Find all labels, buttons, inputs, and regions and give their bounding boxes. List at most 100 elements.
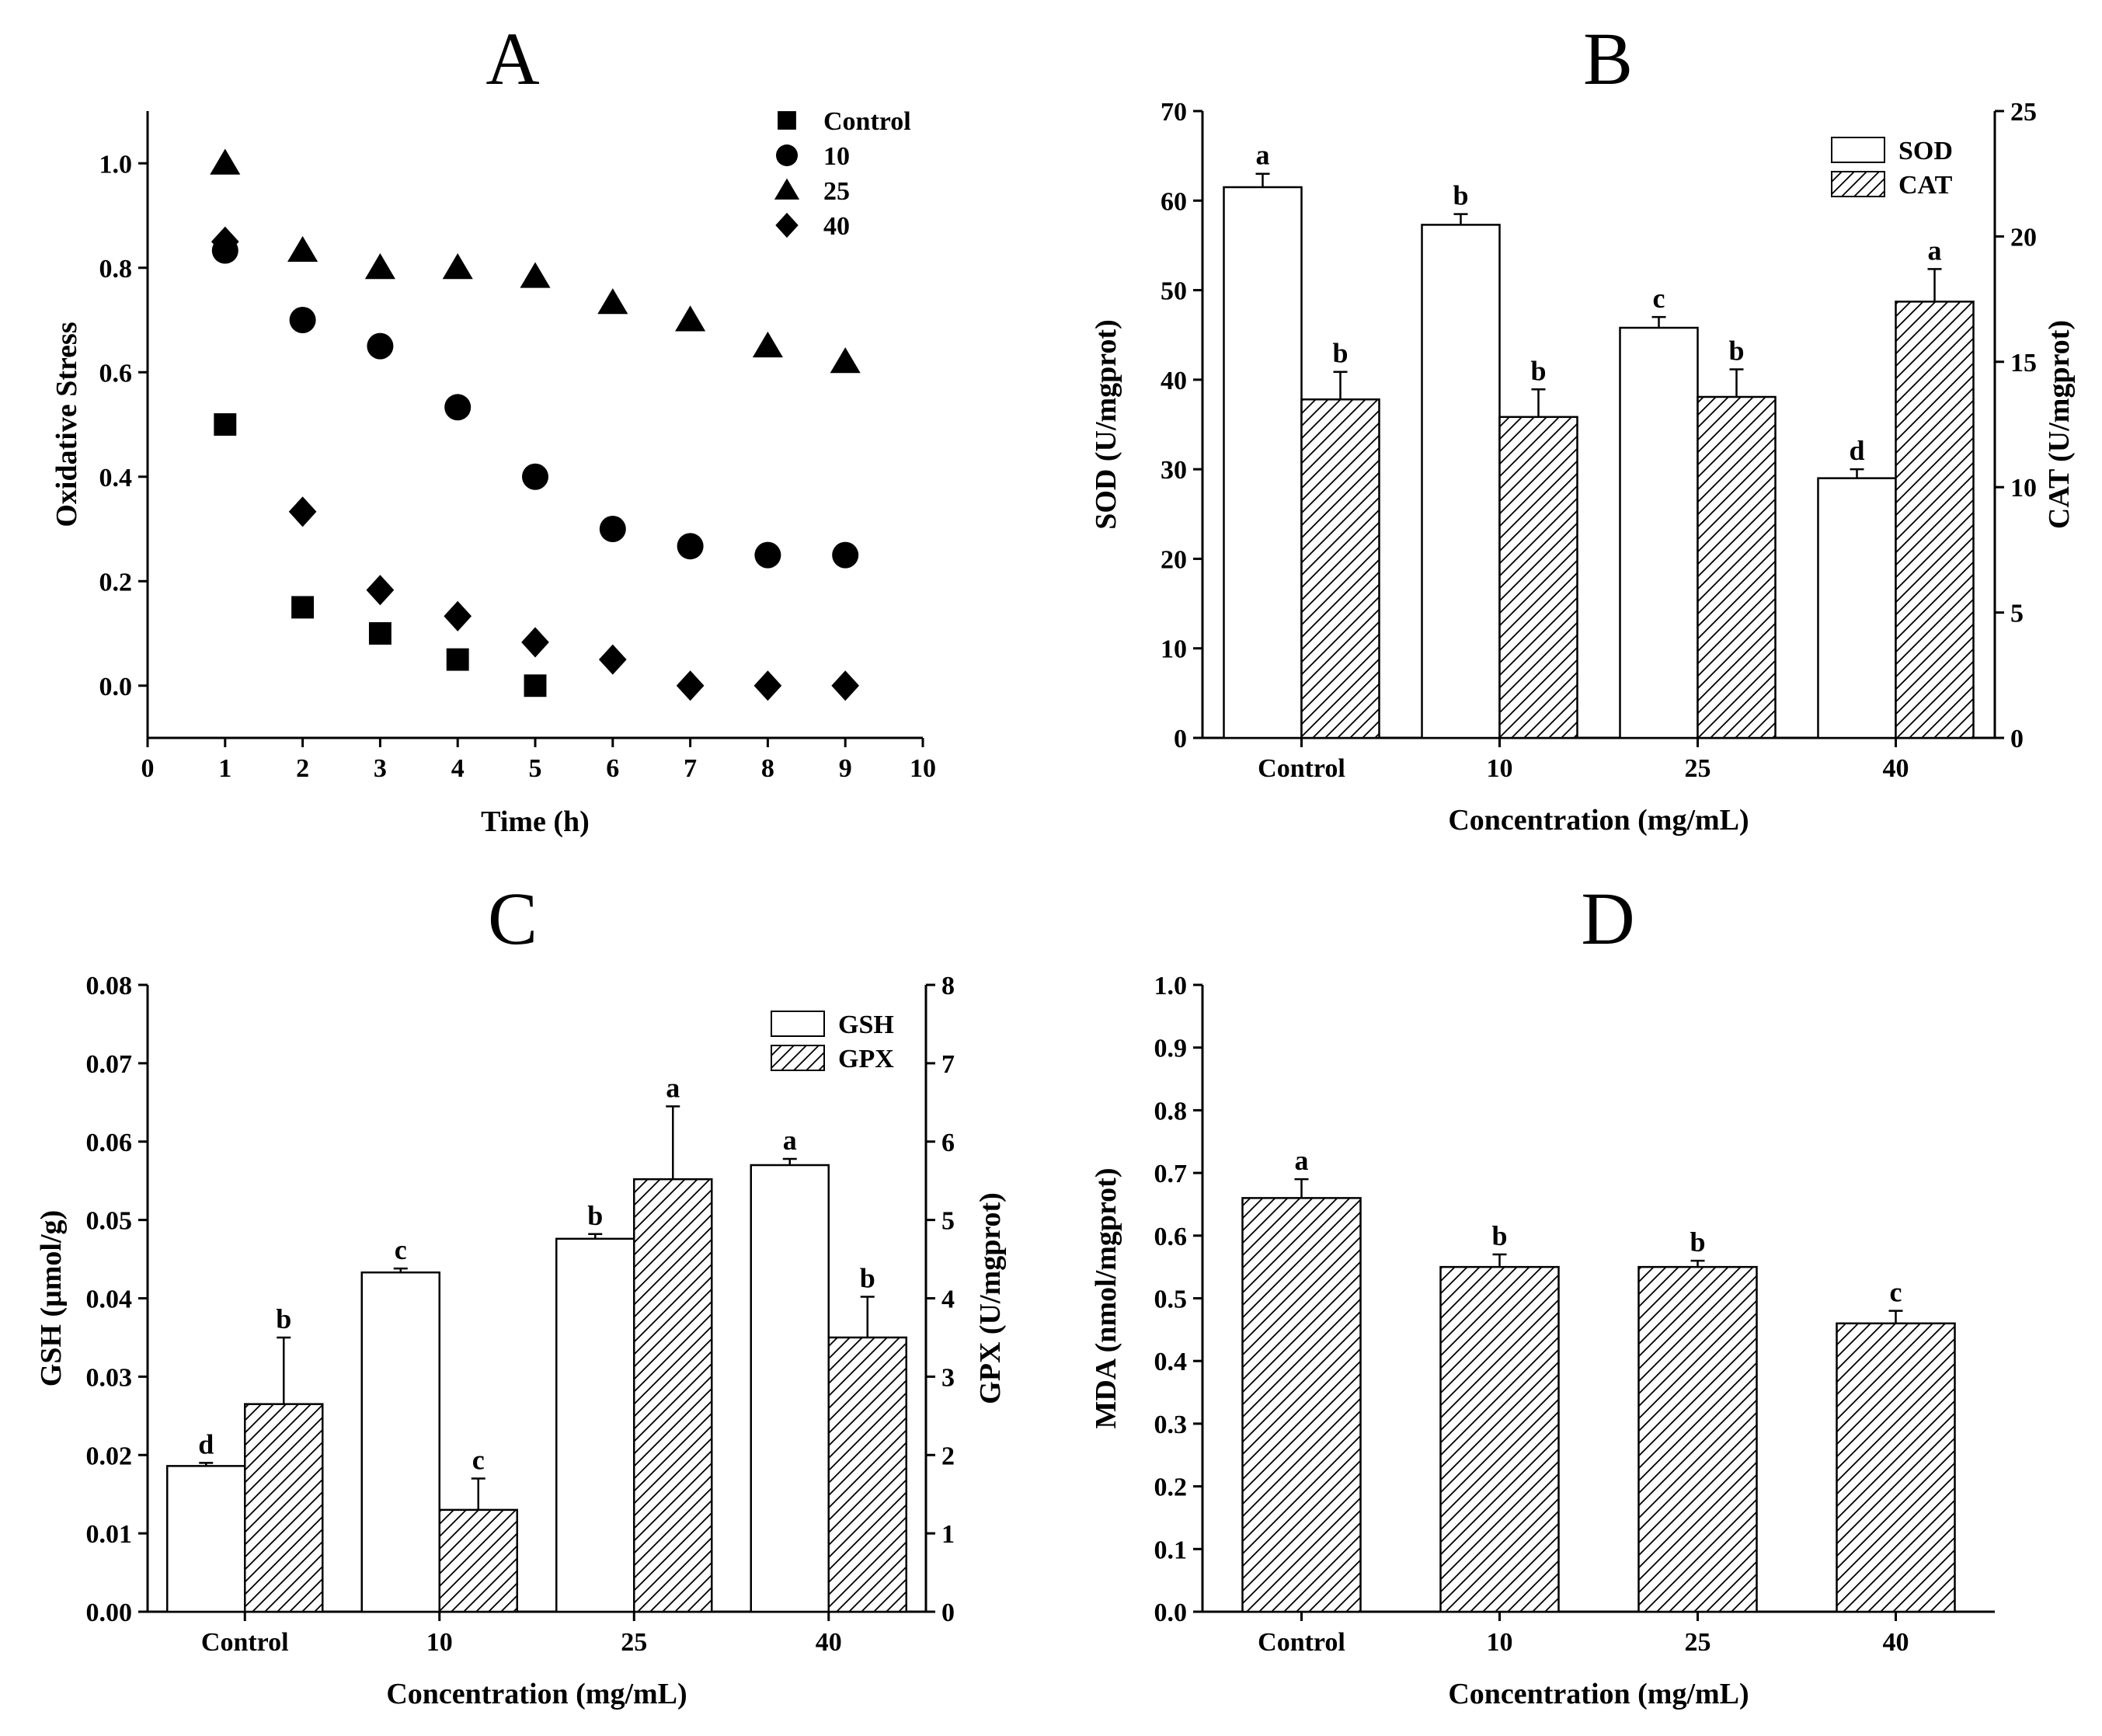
y-tick-label: 0.01 [86,1520,133,1549]
y-tick-label: 0.4 [1154,1348,1188,1376]
significance-letter: c [1653,283,1665,314]
point-triangle [752,331,783,358]
y-tick-label: 0.0 [99,673,133,701]
legend-swatch [1831,171,1885,197]
significance-letter: a [783,1125,797,1156]
significance-letter: b [1728,335,1744,366]
y-right-tick-label: 6 [941,1129,955,1157]
y-tick-label: 70 [1161,98,1187,127]
legend-marker [775,212,799,238]
bar-gsh [555,1237,635,1613]
point-triangle [442,253,473,280]
y-tick-label: 0.3 [1154,1411,1188,1439]
legend-label: 40 [823,212,850,241]
point-circle [832,541,859,569]
y-tick-label: 0.2 [99,568,133,597]
panel-b: B 0 10 20 30 40 50 60 70 0 5 10 15 20 25 Control 10 25 40 C… [1090,17,2076,837]
significance-letter: b [1332,338,1348,369]
y-right-axis-label: CAT (U/mgprot) [2043,320,2076,529]
y-tick-label: 0.06 [86,1129,133,1157]
panel-title: B [1583,17,1633,100]
bar-gpx [633,1178,713,1613]
x-tick-label: 0 [141,754,155,783]
legend-label: CAT [1898,171,1953,200]
point-triangle [287,235,318,263]
significance-letter: b [276,1303,291,1334]
point-circle [677,533,704,560]
legend-label: 10 [823,142,850,171]
x-tick-label: 10 [1487,1628,1513,1657]
panel-a: A 0 1 2 3 4 5 6 7 8 9 10 0.0 0.2 0.4 0.6 0.8 1.0 Time (h) O… [50,17,936,838]
y-tick-label: 0.04 [86,1285,133,1314]
significance-letter: b [1453,180,1468,211]
point-triangle [210,148,241,175]
x-tick-label: Control [1258,754,1345,783]
y-tick-label: 0.8 [1154,1097,1188,1125]
point-diamond [366,575,395,606]
y-right-tick-label: 7 [941,1050,955,1079]
point-circle [754,541,781,569]
y-tick-label: 0 [1174,725,1187,753]
significance-letter: a [666,1072,680,1103]
y-right-tick-label: 0 [941,1599,955,1627]
y-tick-label: 0.02 [86,1442,133,1470]
legend-label: GPX [838,1045,894,1073]
point-square [291,596,315,619]
y-tick-label: 60 [1161,187,1187,216]
bar-cat [1498,416,1578,739]
y-tick-label: 40 [1161,367,1187,395]
panel-title: C [488,877,538,960]
x-axis-label: Concentration (mg/mL) [1448,1678,1749,1710]
significance-letter: a [1295,1145,1309,1176]
x-tick-label: 4 [451,754,465,783]
x-tick-label: Control [1258,1628,1345,1657]
point-circle [289,307,316,333]
point-triangle [675,305,706,332]
y-tick-label: 0.03 [86,1363,133,1392]
bar-gpx [438,1508,518,1613]
x-tick-label: 5 [529,754,542,783]
bar-mda [1241,1197,1362,1613]
y-right-tick-label: 5 [941,1207,955,1236]
bar-mda [1439,1265,1560,1613]
significance-letter: a [1928,235,1942,266]
x-tick-label: 25 [1685,1628,1711,1657]
y-right-tick-label: 20 [2010,223,2037,252]
x-axis-label: Concentration (mg/mL) [386,1678,687,1710]
y-axis-label: Oxidative Stress [50,322,83,527]
y-right-tick-label: 15 [2010,349,2037,377]
point-diamond [753,670,782,701]
x-tick-label: 10 [1487,754,1513,783]
y-right-tick-label: 8 [941,972,955,1000]
x-tick-label: 1 [218,754,231,783]
bar-cat [1697,395,1777,739]
y-right-tick-label: 4 [941,1285,955,1314]
significance-letter: c [395,1234,407,1265]
point-triangle [520,262,551,288]
x-tick-label: 6 [606,754,619,783]
bar-sod [1817,477,1897,739]
y-right-tick-label: 2 [941,1442,955,1470]
x-axis-label: Concentration (mg/mL) [1448,804,1749,837]
bar-gsh [750,1164,830,1613]
y-tick-label: 1.0 [99,150,133,179]
bar-gpx [244,1403,324,1613]
y-tick-label: 0.9 [1154,1035,1188,1063]
point-triangle [830,347,861,374]
y-right-tick-label: 0 [2010,725,2024,753]
y-tick-label: 0.07 [86,1050,133,1079]
panel-title: D [1581,877,1634,960]
point-diamond [831,670,860,701]
panel-title: A [485,17,539,100]
point-circle [444,394,472,421]
x-tick-label: 2 [296,754,309,783]
legend-marker [778,111,796,130]
point-square [524,674,547,698]
y-tick-label: 0.08 [86,972,133,1000]
x-tick-label: 40 [1883,754,1909,783]
y-tick-label: 20 [1161,545,1187,574]
y-tick-label: 0.8 [99,255,133,284]
point-diamond [288,496,317,527]
y-tick-label: 0.00 [86,1599,133,1627]
